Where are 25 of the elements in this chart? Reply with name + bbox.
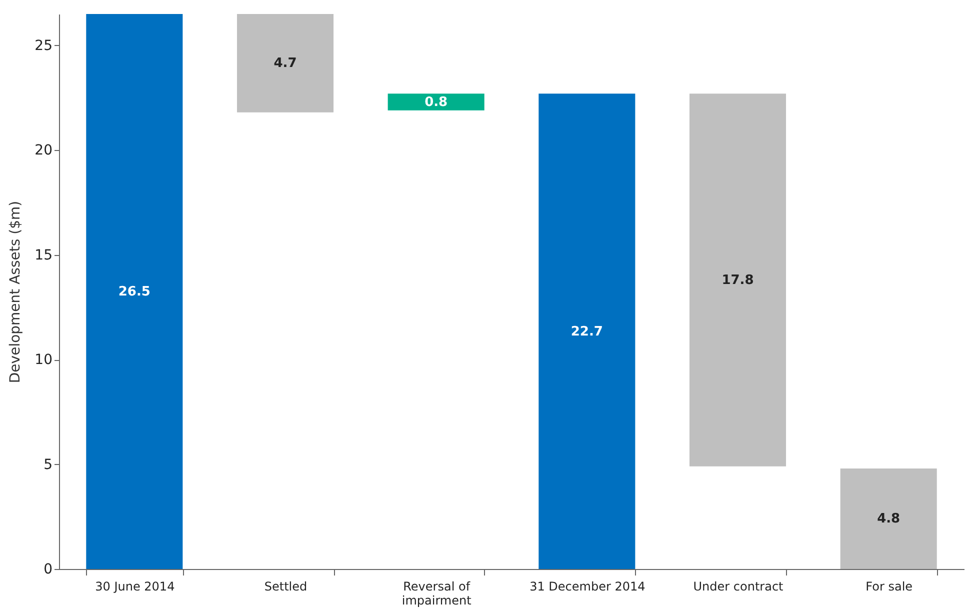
- bar: [388, 94, 484, 110]
- bar: [689, 94, 786, 466]
- y-tick-label: 15: [34, 247, 52, 264]
- y-axis-title: Development Assets ($m): [8, 200, 24, 384]
- data-label: 22.7: [570, 324, 603, 340]
- bar: [840, 468, 937, 569]
- data-label: 4.7: [274, 56, 297, 72]
- x-tick-label: 30 June 2014: [95, 580, 175, 594]
- data-label: 26.5: [118, 284, 150, 300]
- x-tick-label: Under contract: [693, 580, 784, 594]
- bar: [86, 14, 183, 569]
- x-tick-label: Reversal of impairment: [402, 580, 472, 608]
- y-tick-label: 5: [44, 456, 52, 473]
- x-tick-label: 31 December 2014: [530, 580, 646, 594]
- bar: [538, 94, 636, 569]
- y-tick-label: 25: [34, 38, 52, 54]
- data-label: 4.8: [877, 512, 900, 527]
- y-tick-label: 10: [34, 352, 52, 368]
- y-tick-label: 20: [34, 142, 52, 159]
- data-label: 17.8: [722, 272, 754, 288]
- y-tick-label: 0: [44, 562, 52, 578]
- bar: [236, 14, 334, 112]
- data-label: 0.8: [424, 94, 448, 110]
- x-tick-label: Settled: [264, 580, 308, 594]
- x-tick-label: For sale: [866, 580, 913, 594]
